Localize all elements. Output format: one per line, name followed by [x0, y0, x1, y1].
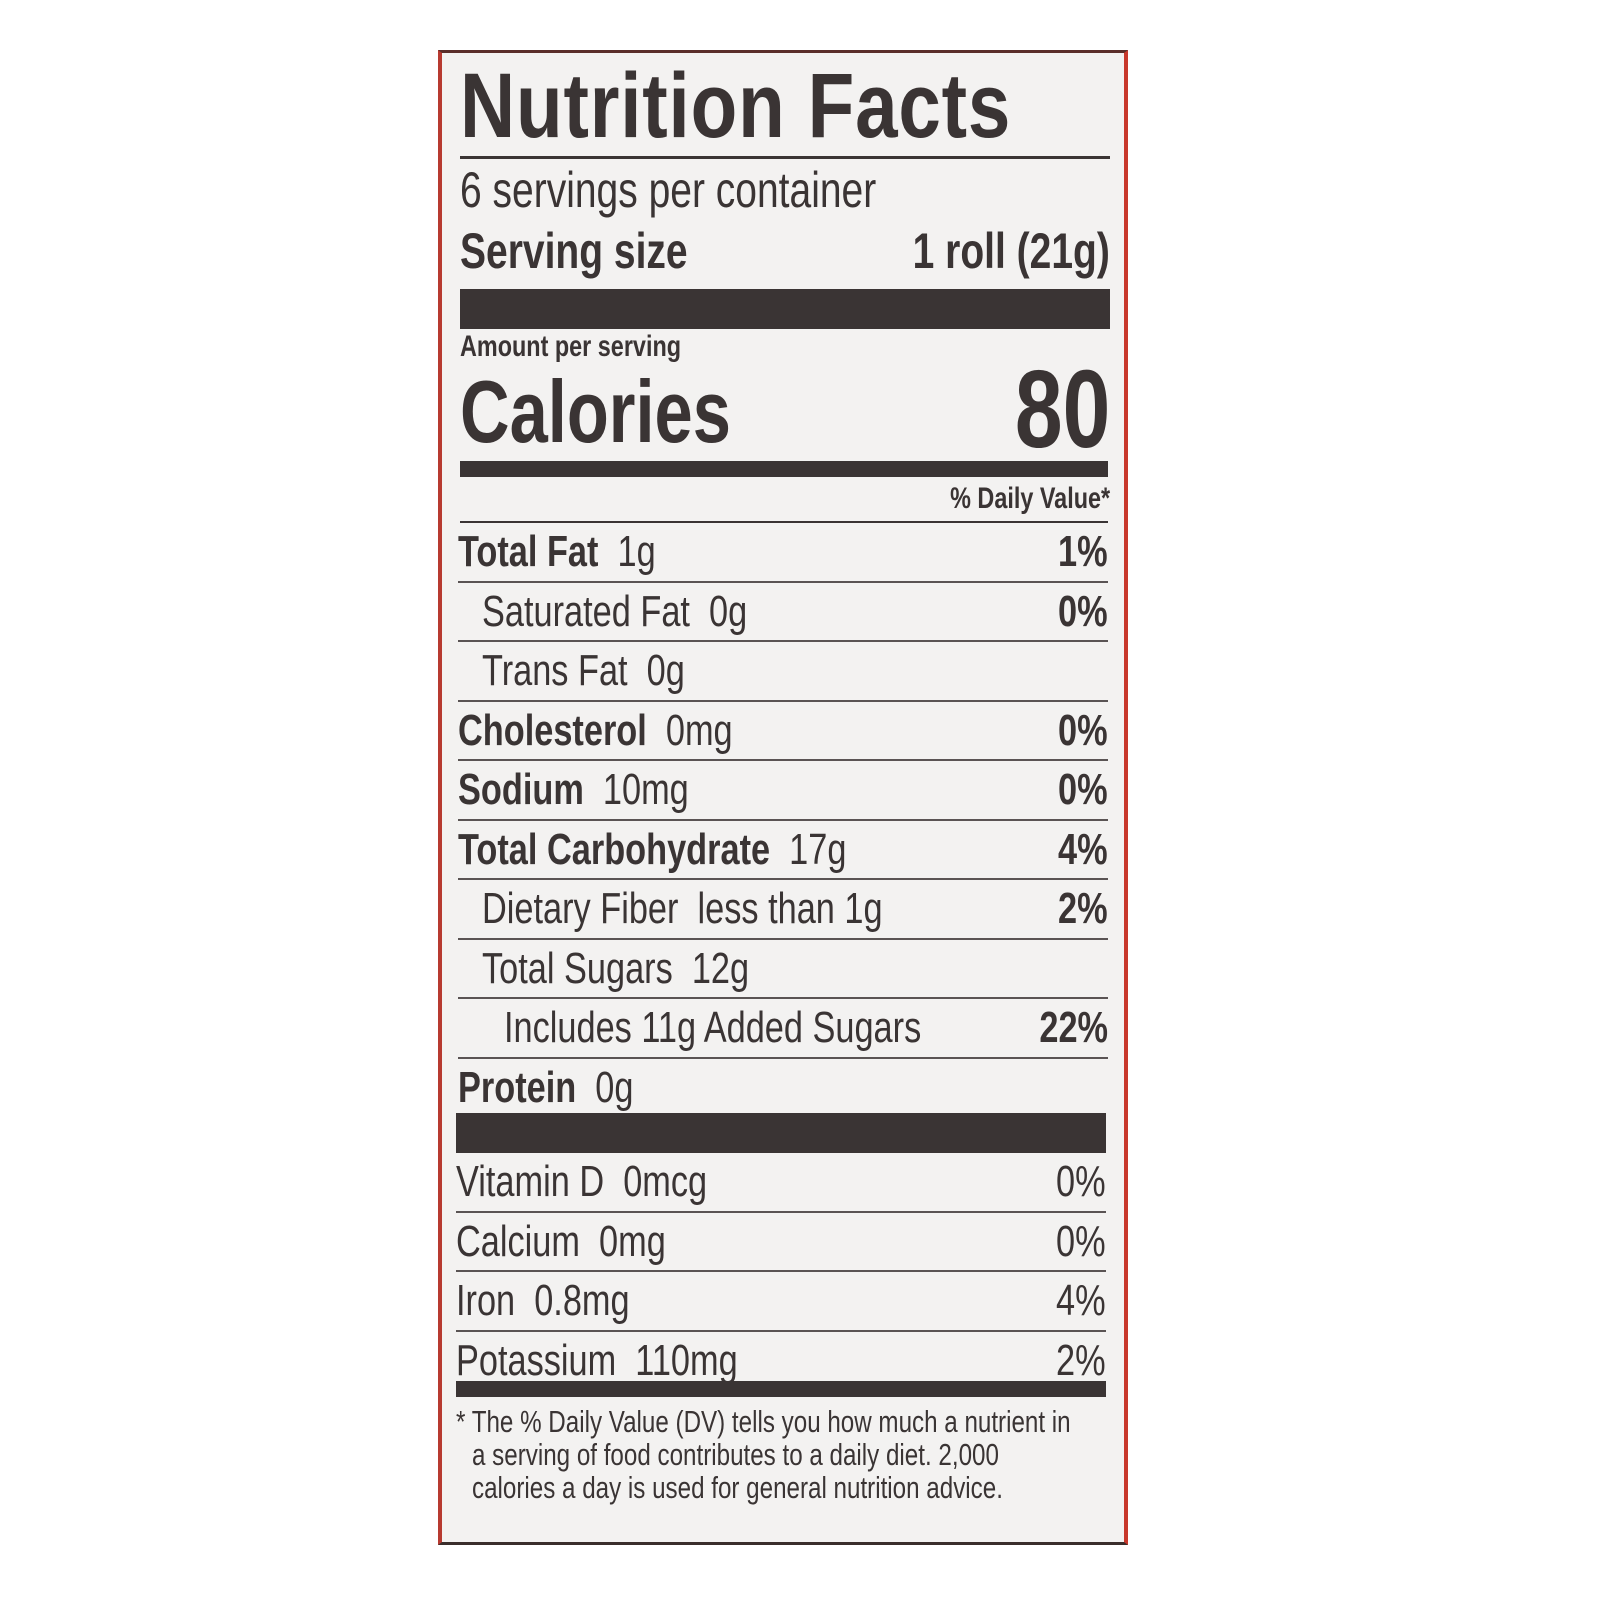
- nutrient-row-total-sugars: Total Sugars 12g: [458, 940, 1108, 999]
- divider: [460, 156, 1110, 159]
- thick-divider: [456, 1113, 1106, 1153]
- servings-per-container: 6 servings per container: [460, 162, 877, 218]
- calories-label: Calories: [460, 362, 731, 461]
- amount-per-serving: Amount per serving: [460, 330, 682, 363]
- nutrient-row-protein: Protein 0g: [458, 1062, 634, 1112]
- calories: Calories 80: [460, 355, 1110, 465]
- vitamin-row-calcium: Calcium 0mg 0%: [456, 1213, 1106, 1272]
- nutrient-row-saturated-fat: Saturated Fat 0g 0%: [458, 583, 1108, 642]
- nutrient-row-cholesterol: Cholesterol 0mg 0%: [458, 702, 1108, 761]
- daily-value-header: % Daily Value*: [950, 482, 1110, 515]
- vitamin-row-vitamin-d: Vitamin D 0mcg 0%: [456, 1153, 1106, 1213]
- serving-size-label: Serving size: [460, 223, 688, 279]
- nutrient-row-total-carbohydrate: Total Carbohydrate 17g 4%: [458, 821, 1108, 880]
- nutrition-facts-label: Nutrition Facts 6 servings per container…: [438, 50, 1128, 1545]
- footnote-line: a serving of food contributes to a daily…: [472, 1437, 999, 1472]
- footnote: * The % Daily Value (DV) tells you how m…: [456, 1405, 1106, 1504]
- medium-divider: [456, 1381, 1106, 1397]
- medium-divider: [460, 461, 1108, 477]
- vitamin-list: Vitamin D 0mcg 0% Calcium 0mg 0% Iron 0.8m…: [456, 1153, 1106, 1389]
- nutrient-list: Total Fat 1g 1% Saturated Fat 0g 0% Trans …: [458, 523, 1108, 1116]
- footnote-line: calories a day is used for general nutri…: [472, 1470, 1003, 1505]
- nutrient-row-total-fat: Total Fat 1g 1%: [458, 523, 1108, 583]
- nutrient-row-sodium: Sodium 10mg 0%: [458, 761, 1108, 821]
- thick-divider: [460, 289, 1110, 329]
- serving-size: Serving size 1 roll (21g): [460, 223, 1110, 279]
- footnote-line: * The % Daily Value (DV) tells you how m…: [456, 1404, 1071, 1439]
- nutrient-row-dietary-fiber: Dietary Fiber less than 1g 2%: [458, 880, 1108, 940]
- nutrient-row-trans-fat: Trans Fat 0g: [458, 642, 1108, 702]
- vitamin-row-iron: Iron 0.8mg 4%: [456, 1272, 1106, 1332]
- serving-size-value: 1 roll (21g): [912, 223, 1110, 279]
- nutrient-row-added-sugars: Includes 11g Added Sugars 22%: [458, 999, 1108, 1059]
- calories-value: 80: [1014, 348, 1110, 471]
- label-title: Nutrition Facts: [460, 55, 1012, 157]
- vitamin-row-potassium: Potassium 110mg 2%: [456, 1335, 1106, 1385]
- divider: [460, 521, 1108, 523]
